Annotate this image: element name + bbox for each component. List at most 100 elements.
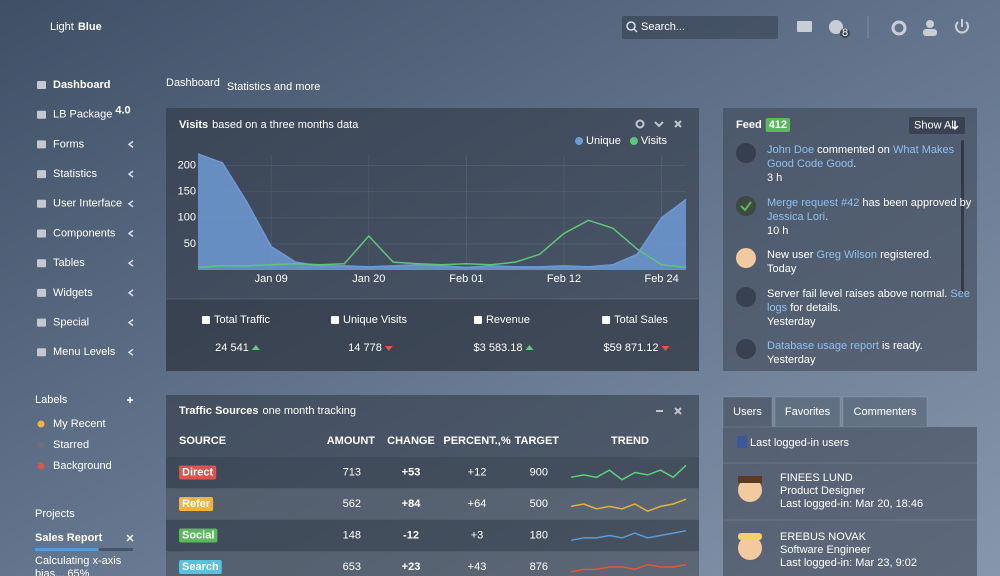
area	[198, 153, 686, 270]
feed-text: Server fail level raises above normal.	[767, 288, 950, 300]
tab[interactable]	[774, 396, 841, 428]
panel-settings[interactable]	[635, 119, 645, 129]
panel-collapse[interactable]	[654, 121, 664, 128]
label-item[interactable]: Background	[53, 460, 112, 472]
feed-text: has been approved by	[859, 197, 971, 209]
nav-icon	[37, 348, 46, 357]
trend-arrow	[384, 346, 393, 351]
column-header: SOURCE	[179, 435, 226, 447]
nav-item[interactable]: Forms	[53, 138, 85, 150]
feed-icon	[736, 143, 756, 163]
user-icon[interactable]	[926, 20, 934, 28]
feed-link[interactable]: See	[950, 288, 970, 300]
feed-text: Good Code Good.	[767, 158, 856, 170]
source-badge	[179, 465, 217, 480]
messages-icon[interactable]	[797, 21, 812, 32]
nav-item[interactable]: Components	[53, 227, 116, 239]
feed-link[interactable]: Jessica Lori	[767, 211, 825, 223]
nav-item[interactable]: Dashboard	[53, 79, 110, 91]
label-dot	[37, 441, 45, 449]
panel-close[interactable]	[674, 120, 682, 128]
nav-item[interactable]: User Interface	[53, 198, 122, 210]
nav-chevron	[127, 170, 134, 178]
line	[197, 153, 687, 269]
feed-link[interactable]: Good Code Good	[767, 158, 853, 170]
nav-icon	[37, 170, 46, 179]
user-last-login: Last logged-in: Mar 23, 9:02	[780, 557, 917, 569]
feed-link[interactable]: logs	[767, 302, 788, 314]
user-last-login: Last logged-in: Mar 20, 18:46	[780, 498, 923, 510]
project-name: Sales Report	[35, 532, 103, 544]
feed-text: is ready.	[879, 340, 923, 352]
nav-item[interactable]: Special	[53, 317, 89, 329]
percent: +43	[468, 561, 487, 573]
feed-text: New user Greg Wilson registered.	[767, 249, 932, 261]
nav-item[interactable]: LB Package	[53, 109, 112, 121]
stat-icon	[201, 316, 210, 324]
target: 900	[530, 466, 548, 478]
tab[interactable]	[842, 396, 928, 428]
label-dot	[37, 462, 45, 470]
percent: +3	[471, 529, 484, 541]
target: 180	[530, 529, 548, 541]
x-tick-label: Feb 01	[449, 273, 483, 285]
feed-link[interactable]: Database usage report	[767, 340, 879, 352]
feed-text: commented on	[814, 144, 893, 156]
feed-link[interactable]: Greg Wilson	[817, 249, 878, 261]
feed-text: Database usage report is ready.	[767, 340, 923, 352]
tab[interactable]	[722, 396, 773, 428]
show-all-button[interactable]	[909, 117, 965, 134]
feed-icon	[736, 287, 756, 307]
check-icon	[740, 201, 752, 212]
panel-close[interactable]	[674, 407, 682, 415]
close-icon[interactable]	[126, 534, 134, 542]
avatar	[738, 478, 762, 502]
feed-link[interactable]: What Makes	[893, 144, 955, 156]
facebook-icon	[737, 436, 747, 448]
column-header: TREND	[611, 435, 649, 447]
avatar-hair	[738, 476, 762, 483]
feed-link[interactable]: John Doe	[767, 144, 814, 156]
stat-label: Unique Visits	[343, 314, 407, 326]
nav-item[interactable]: Tables	[53, 257, 85, 269]
sparkline	[570, 563, 687, 573]
avatar-hair	[738, 533, 762, 540]
nav-item[interactable]: Menu Levels	[53, 346, 116, 358]
x-tick-label: Jan 20	[352, 273, 385, 285]
x-tick-label: Jan 09	[255, 273, 288, 285]
feed-time: 10 h	[767, 225, 788, 237]
settings-icon[interactable]	[891, 20, 907, 36]
label-item[interactable]: My Recent	[53, 418, 106, 430]
x-tick-label: Feb 24	[644, 273, 678, 285]
nav-item[interactable]: Statistics	[53, 168, 98, 180]
feed-link[interactable]: Merge request #42	[767, 197, 859, 209]
feed-time: Yesterday	[767, 316, 816, 328]
source-label: Direct	[182, 466, 214, 478]
user-icon	[923, 29, 937, 36]
progress-bar	[35, 548, 99, 551]
legend-label: Visits	[641, 135, 668, 147]
nav-item[interactable]: Widgets	[53, 287, 93, 299]
tab-label: Commenters	[854, 406, 917, 418]
feed-badge	[765, 118, 791, 132]
line	[197, 219, 687, 269]
trend-arrow	[525, 345, 534, 350]
globe-icon[interactable]	[829, 20, 843, 34]
change: +23	[402, 561, 421, 573]
user-name[interactable]: FINEES LUND	[780, 472, 853, 484]
nav-icon	[37, 259, 46, 268]
search-box[interactable]	[622, 16, 778, 39]
tab-label: Favorites	[785, 406, 831, 418]
y-tick-label: 200	[178, 159, 196, 171]
add-icon[interactable]	[127, 397, 133, 403]
source-badge	[179, 528, 218, 543]
label-dot	[37, 420, 45, 428]
power-icon[interactable]	[955, 21, 969, 34]
feed-panel	[723, 108, 977, 371]
user-name[interactable]: EREBUS NOVAK	[780, 531, 867, 543]
label-item[interactable]: Starred	[53, 439, 89, 451]
panel-title: Feed	[736, 119, 762, 131]
section-title: Projects	[35, 508, 75, 520]
page-subtitle: Statistics and more	[227, 81, 321, 93]
